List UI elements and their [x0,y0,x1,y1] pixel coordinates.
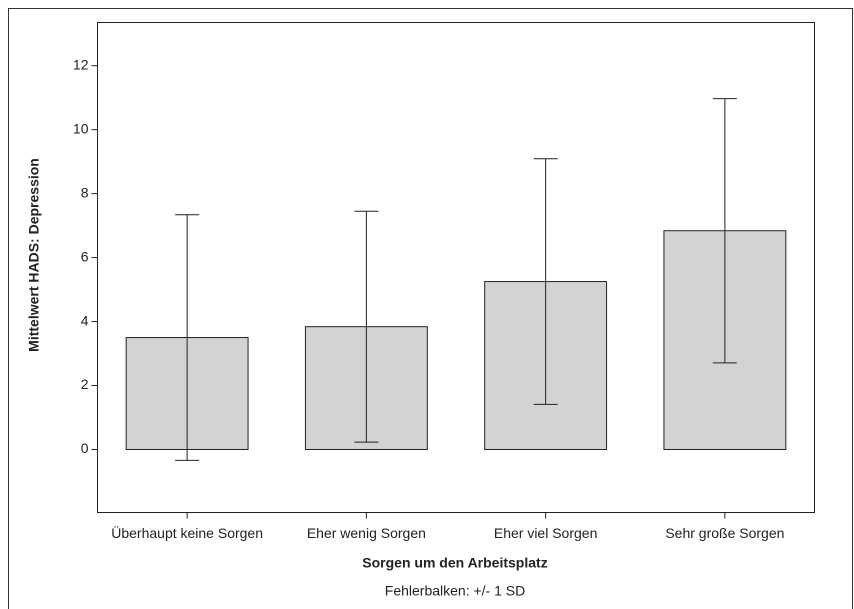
x-tick-label: Eher viel Sorgen [494,525,598,541]
x-axis-label: Sorgen um den Arbeitsplatz [362,555,547,571]
plot-area [97,22,815,513]
y-tick-label: 10 [73,120,89,136]
frame [8,8,853,609]
x-tick-label: Überhaupt keine Sorgen [111,524,263,541]
y-tick-label: 6 [81,248,89,264]
y-tick-label: 8 [81,184,89,200]
y-tick-label: 0 [81,440,89,456]
y-axis-label: Mittelwert HADS: Depression [26,158,42,352]
y-tick-label: 4 [81,312,89,328]
x-tick-label: Sehr große Sorgen [665,525,784,541]
x-tick-label: Eher wenig Sorgen [307,525,426,541]
y-tick-label: 12 [73,56,89,72]
note: Fehlerbalken: +/- 1 SD [385,583,525,599]
y-tick-label: 2 [81,376,89,392]
